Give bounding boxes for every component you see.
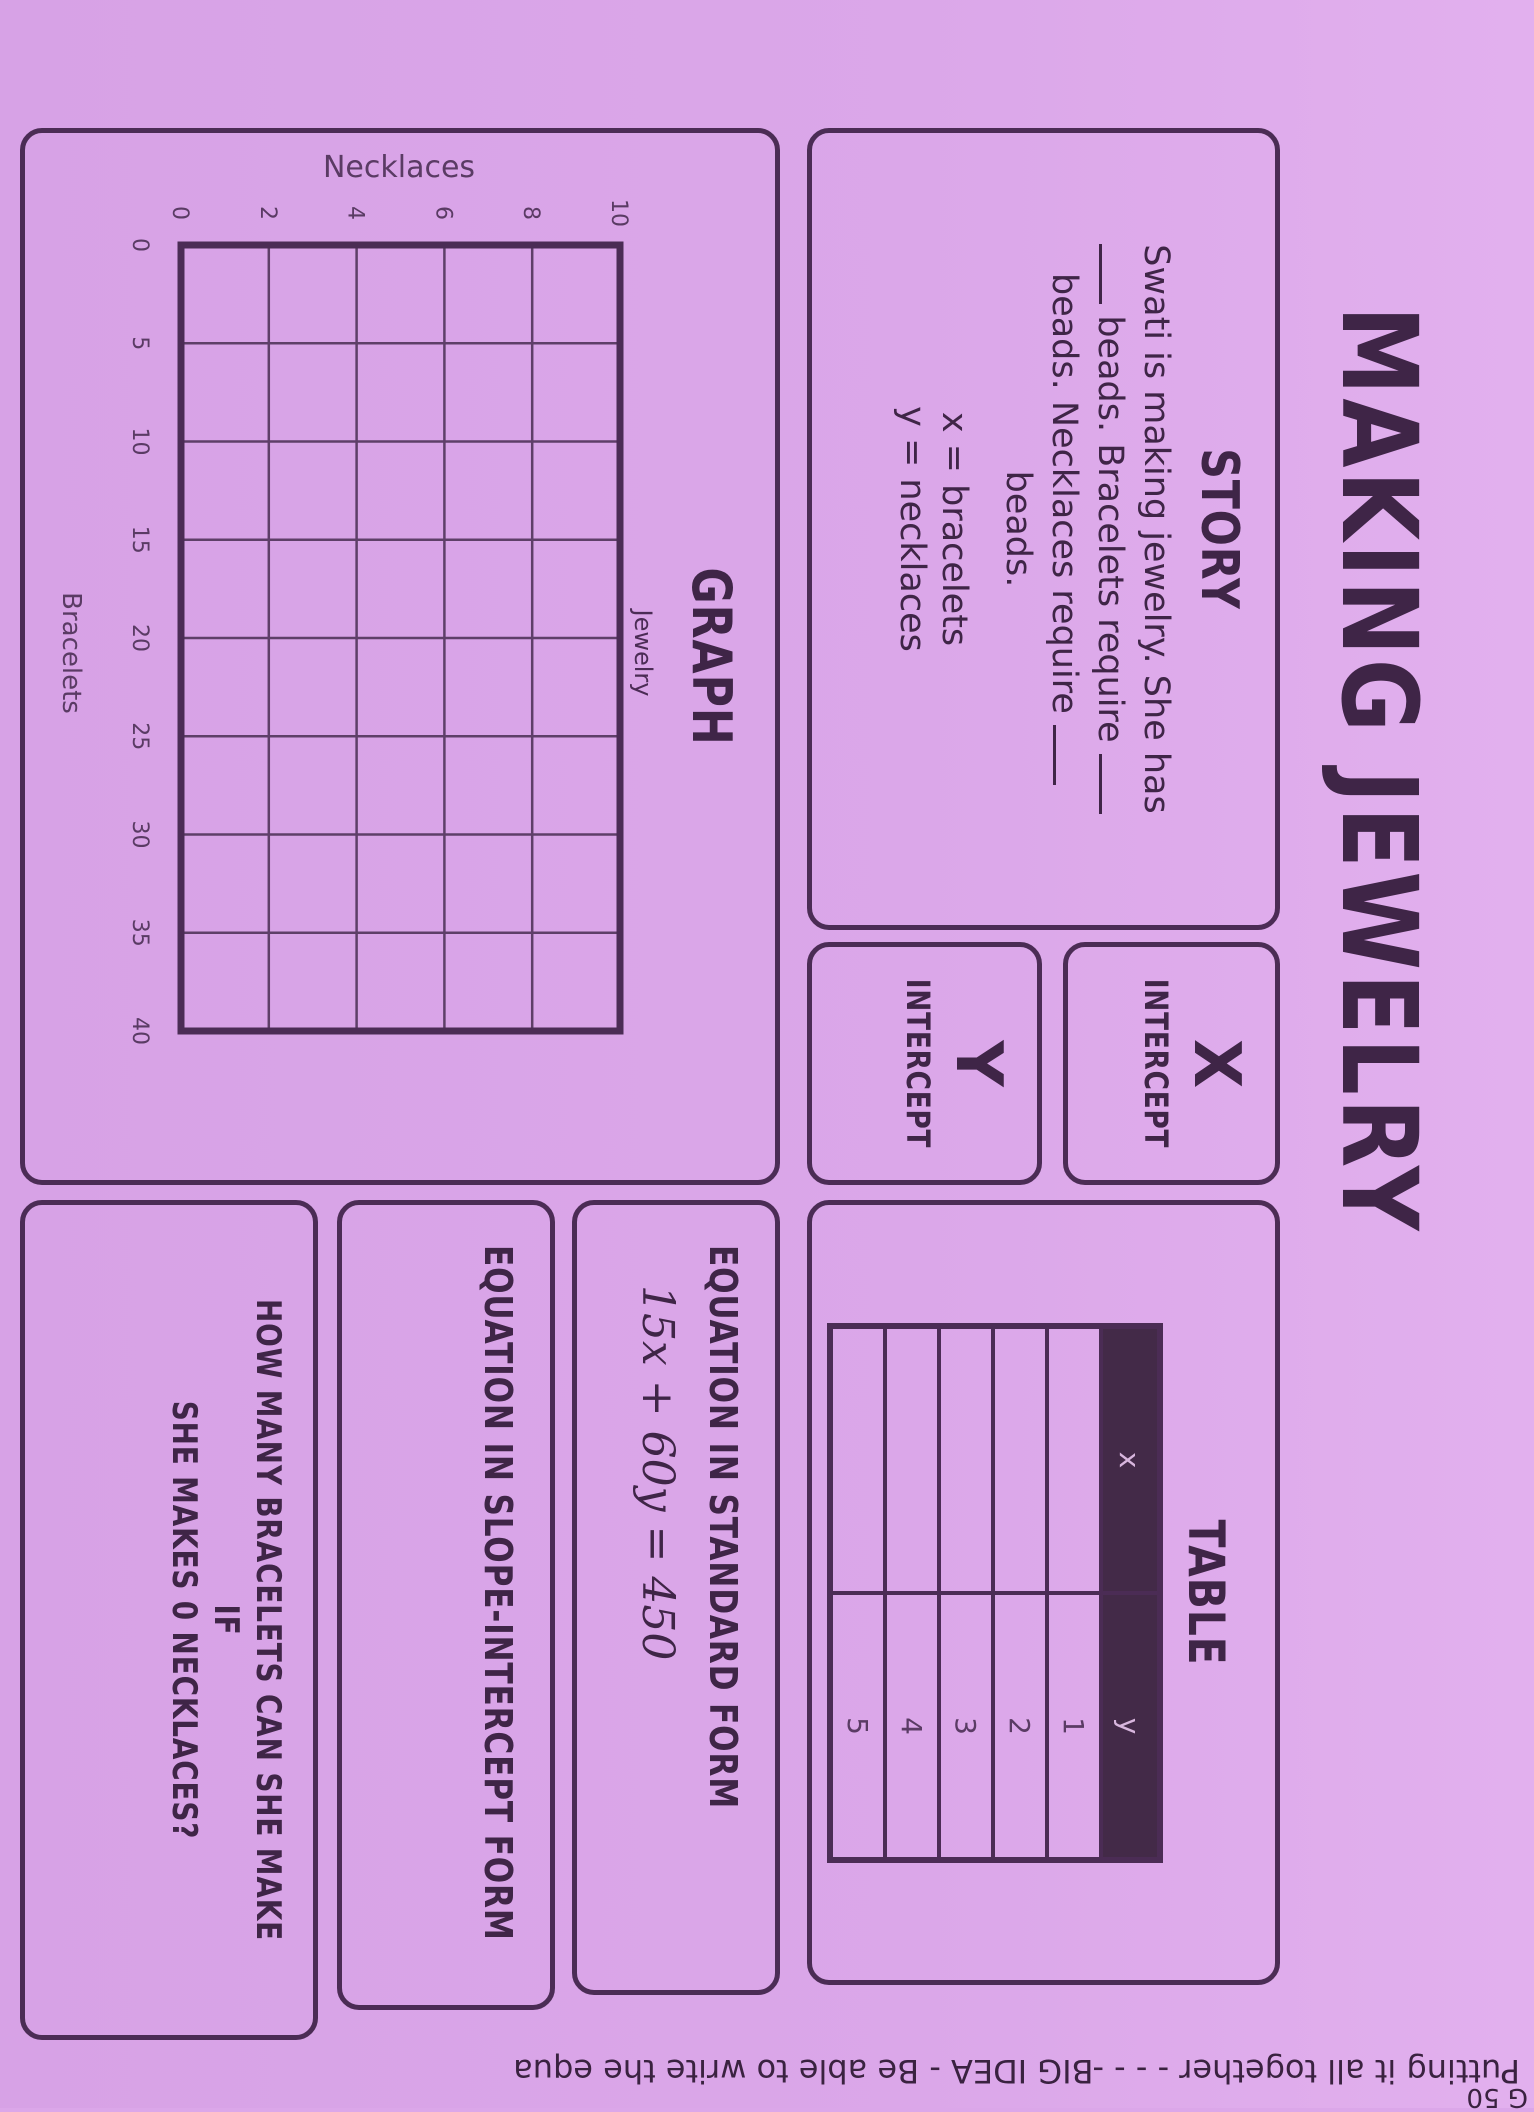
cell-x[interactable]: [993, 1326, 1047, 1593]
story-heading: STORY: [1189, 448, 1249, 610]
variable-definitions: x = bracelets y = necklaces: [891, 133, 975, 925]
blank-total-beads[interactable]: [1099, 244, 1102, 305]
x-tick-label: 25: [127, 722, 152, 750]
x-tick-label: 15: [127, 526, 152, 554]
x-tick-label: 35: [127, 919, 152, 947]
y-tick-label: 8: [518, 206, 543, 220]
y-intercept-letter: Y: [941, 1040, 1015, 1087]
blank-bracelet-beads[interactable]: [1099, 753, 1102, 814]
question-box[interactable]: HOW MANY BRACELETS CAN SHE MAKE IF SHE M…: [20, 1200, 318, 2040]
y-tick-label: 4: [343, 206, 368, 220]
x-axis-label: Bracelets: [56, 592, 86, 714]
table-row: 2: [993, 1326, 1047, 1860]
cell-x[interactable]: [1047, 1326, 1101, 1593]
footer-big-idea: Putting it all together - - - -BIG IDEA …: [513, 2052, 1520, 2090]
story-line-text: beads. Bracelets require: [1090, 315, 1130, 743]
cell-y: 1: [1047, 1593, 1101, 1860]
story-line: Swati is making jewelry. She has: [1136, 244, 1176, 814]
xy-table: x y 1 2 3 4 5: [827, 1323, 1163, 1863]
story-line-text: beads. Necklaces require: [1044, 272, 1084, 714]
var-y: y = necklaces: [892, 406, 932, 652]
table-row: 5: [830, 1326, 885, 1860]
y-tick-label: 10: [606, 199, 631, 227]
cell-x[interactable]: [885, 1326, 939, 1593]
x-intercept-letter: X: [1179, 1038, 1253, 1089]
table-row: 1: [1047, 1326, 1101, 1860]
table-box: TABLE x y 1 2 3 4 5: [807, 1200, 1280, 1985]
x-tick-label: 20: [127, 624, 152, 652]
y-intercept-label: INTERCEPT: [899, 978, 937, 1149]
x-tick-label: 5: [127, 336, 152, 350]
story-line: beads. Bracelets require: [1087, 143, 1133, 915]
blank-necklace-beads[interactable]: [1053, 725, 1056, 785]
x-tick-label: 10: [127, 428, 152, 456]
y-axis-label: Necklaces: [323, 150, 475, 185]
standard-form-box[interactable]: EQUATION IN STANDARD FORM 15x + 60y = 45…: [572, 1200, 780, 1995]
column-header-x: x: [1101, 1326, 1160, 1593]
cell-y: 4: [885, 1593, 939, 1860]
question-line: HOW MANY BRACELETS CAN SHE MAKE IF: [206, 1298, 288, 1942]
jewelry-graph[interactable]: Jewelry Bracelets Necklaces 051015202530…: [25, 133, 775, 1180]
table-header-row: x y: [1101, 1326, 1160, 1860]
slope-intercept-heading: EQUATION IN SLOPE-INTERCEPT FORM: [476, 1245, 520, 1941]
y-tick-label: 2: [255, 206, 280, 220]
cell-x[interactable]: [830, 1326, 885, 1593]
standard-form-equation: 15x + 60y = 450: [632, 1285, 683, 1661]
y-tick-label: 0: [167, 206, 192, 220]
chart-title: Jewelry: [629, 608, 657, 697]
slope-intercept-box[interactable]: EQUATION IN SLOPE-INTERCEPT FORM: [337, 1200, 555, 2010]
story-line: beads.: [998, 470, 1038, 588]
y-intercept-box[interactable]: Y INTERCEPT: [807, 942, 1042, 1185]
cell-y: 3: [939, 1593, 993, 1860]
table-row: 4: [885, 1326, 939, 1860]
story-box: STORY Swati is making jewelry. She has b…: [807, 128, 1280, 930]
story-text: Swati is making jewelry. She has beads. …: [995, 143, 1179, 915]
x-tick-label: 40: [127, 1017, 152, 1045]
cell-x[interactable]: [939, 1326, 993, 1593]
x-tick-label: 30: [127, 821, 152, 849]
table-heading: TABLE: [1177, 1519, 1235, 1666]
graph-box: GRAPH Jewelry Bracelets Necklaces 0 5 10 15…: [20, 128, 780, 1185]
cell-y: 2: [993, 1593, 1047, 1860]
table-row: 3: [939, 1326, 993, 1860]
question-text: HOW MANY BRACELETS CAN SHE MAKE IF SHE M…: [163, 1280, 289, 1961]
story-line: beads. Necklaces require: [1041, 143, 1087, 915]
var-x: x = bracelets: [934, 411, 974, 647]
question-line: SHE MAKES 0 NECKLACES?: [164, 1400, 204, 1840]
cell-y: 5: [830, 1593, 885, 1860]
x-intercept-box[interactable]: X INTERCEPT: [1063, 942, 1280, 1185]
x-intercept-label: INTERCEPT: [1137, 978, 1175, 1149]
worksheet-title: MAKING JEWELRY: [1318, 305, 1440, 1235]
plot-frame: [177, 241, 624, 1035]
x-tick-label: 0: [127, 238, 152, 252]
standard-form-heading: EQUATION IN STANDARD FORM: [701, 1245, 745, 1810]
column-header-y: y: [1101, 1593, 1160, 1860]
y-tick-label: 6: [430, 206, 455, 220]
